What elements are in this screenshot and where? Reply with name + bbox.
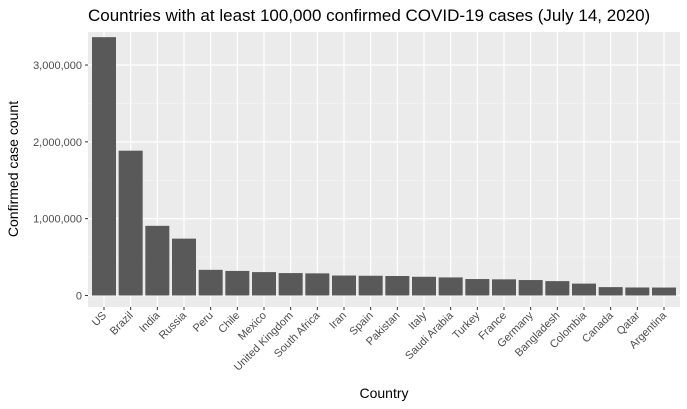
- x-tick-label: Brazil: [108, 310, 136, 338]
- bar-france: [492, 279, 516, 296]
- bar-chile: [225, 270, 250, 296]
- bar-argentina: [652, 287, 676, 296]
- y-tick-label: 1,000,000: [33, 214, 82, 226]
- bar-south-africa: [305, 273, 330, 296]
- bar-spain: [358, 275, 383, 296]
- x-tick-label: Iran: [327, 310, 349, 332]
- y-axis-title: Confirmed case count: [5, 101, 21, 237]
- bar-iran: [332, 275, 356, 296]
- x-axis-title: Country: [359, 385, 408, 401]
- bar-peru: [198, 269, 223, 296]
- bar-brazil: [118, 150, 143, 296]
- y-tick-label: 3,000,000: [33, 60, 82, 72]
- y-tick-label: 0: [76, 290, 82, 302]
- x-tick-label: Peru: [191, 310, 216, 335]
- bar-canada: [598, 287, 623, 296]
- bar-russia: [172, 238, 196, 296]
- x-tick-label: US: [90, 310, 109, 329]
- bar-bangladesh: [545, 281, 570, 296]
- y-axis: 0 1,000,000 2,000,000 3,000,000: [33, 60, 88, 302]
- bar-turkey: [465, 279, 490, 296]
- bar-pakistan: [385, 275, 410, 296]
- bar-mexico: [252, 272, 276, 296]
- x-tick-label: Russia: [157, 309, 190, 342]
- bar-us: [92, 37, 116, 296]
- bar-italy: [412, 276, 436, 296]
- bar-germany: [518, 280, 543, 296]
- y-tick-label: 2,000,000: [33, 137, 82, 149]
- bars: [92, 37, 676, 296]
- bar-saudi-arabia: [438, 277, 463, 296]
- x-tick-label: Italy: [406, 309, 429, 332]
- bar-colombia: [572, 283, 596, 296]
- bar-india: [145, 225, 170, 296]
- x-tick-label: Canada: [580, 309, 616, 345]
- x-tick-label: Saudi Arabia: [403, 309, 456, 362]
- bar-qatar: [625, 287, 650, 296]
- bar-united-kingdom: [278, 273, 303, 296]
- chart-title: Countries with at least 100,000 confirme…: [88, 6, 650, 25]
